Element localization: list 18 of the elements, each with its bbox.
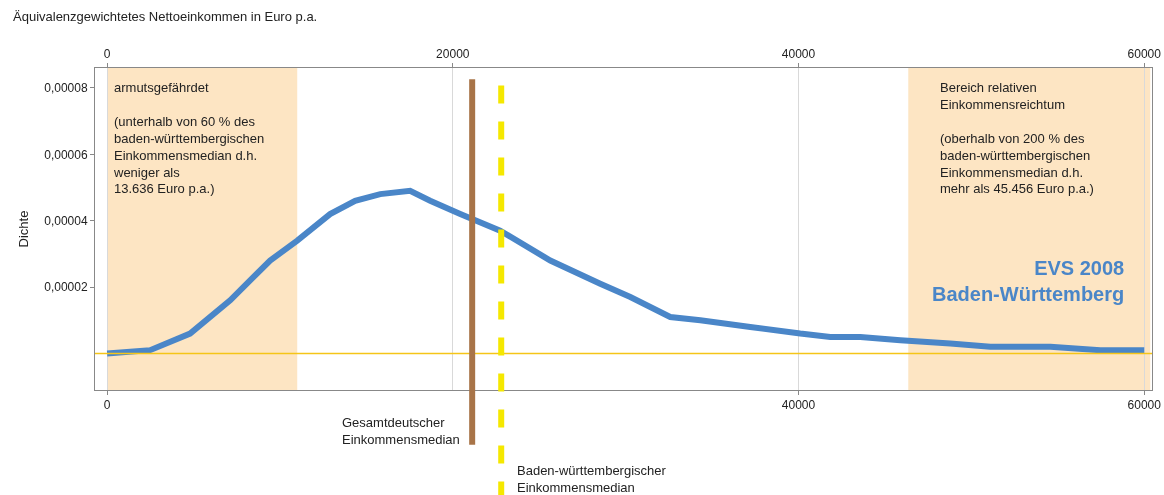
annotation: EVS 2008 Baden-Württemberg	[932, 257, 1125, 305]
x2-tick-label: 40000	[781, 47, 816, 62]
x2-axis-title: Äquivalenzgewichtetes Nettoeinkommen in Euro p.a.	[13, 9, 318, 24]
x-tick-label: 0	[103, 398, 111, 413]
x-tick-label: 40000	[781, 398, 816, 413]
text: Bereich relativen Einkommensreichtum (oberhalb von 200 % des baden-württembergischen Einkommensmedian d.h. mehr als 45.456 Euro p.a.)	[940, 80, 1094, 197]
y-tick-label: 0,00002	[44, 280, 88, 295]
x2-tick-label: 60000	[1127, 47, 1162, 62]
y-axis-title: Dichte	[16, 210, 32, 248]
y-tick-label: 0,00006	[44, 147, 88, 162]
ref-line-label: Gesamtdeutscher Einkommensmedian	[342, 415, 460, 447]
x2-tick-label: 20000	[436, 47, 470, 62]
x-tick-label: 60000	[1127, 398, 1162, 413]
ref-line-label: Baden-württembergischer Einkommensmedian	[517, 463, 667, 495]
y-tick-label: 0,00008	[44, 81, 88, 96]
text: armutsgefährdet (unterhalb von 60 % des baden-württembergischen Einkommensmedian d.h. weniger als 13.636 Euro p.a.)	[114, 80, 265, 197]
x2-tick-label: 0	[103, 47, 111, 62]
y-tick-label: 0,00004	[44, 213, 88, 228]
